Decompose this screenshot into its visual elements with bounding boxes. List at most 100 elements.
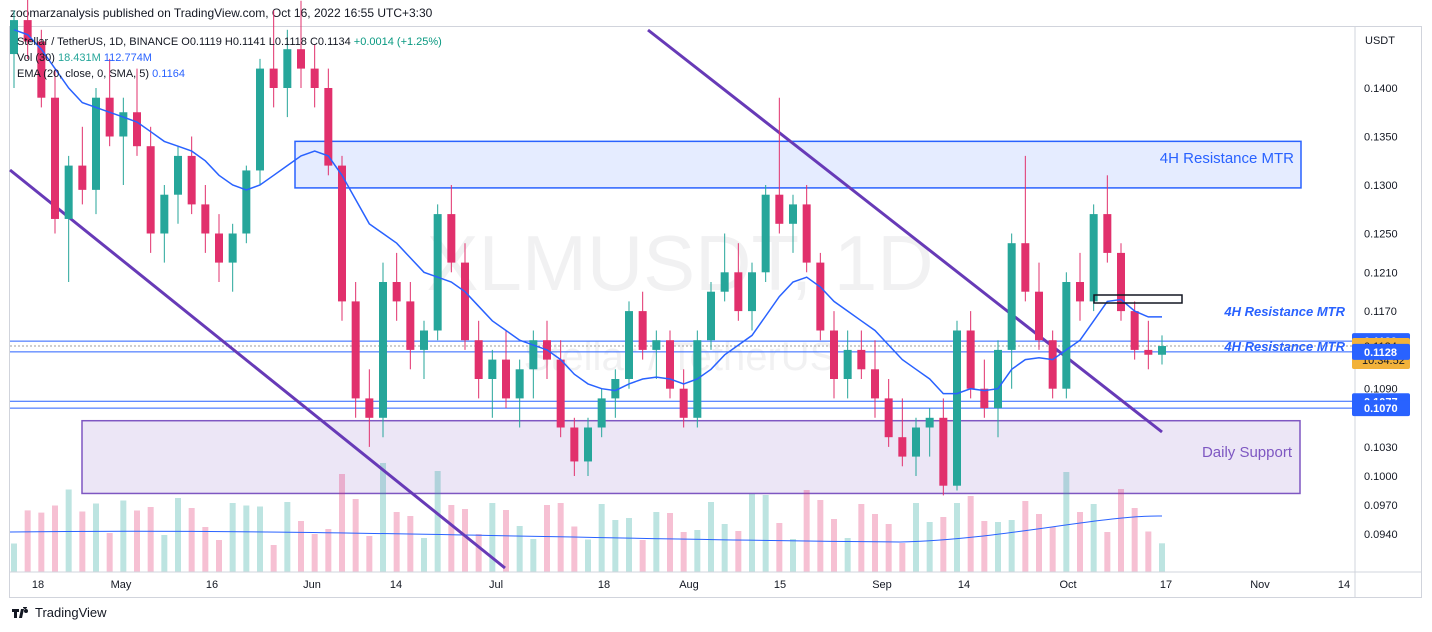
- volume-bar: [1118, 489, 1124, 572]
- candle-body: [666, 340, 674, 389]
- candle-body: [37, 41, 46, 98]
- candle-body: [857, 349, 866, 370]
- footer-brand[interactable]: TradingView: [11, 605, 107, 620]
- volume-bar: [626, 518, 632, 572]
- candle-body: [256, 68, 264, 171]
- candle-body: [707, 291, 715, 341]
- candle-body: [406, 301, 415, 350]
- volume-bar: [749, 494, 755, 572]
- candle-body: [474, 340, 483, 379]
- candle-body: [324, 88, 333, 166]
- annotation-resistance-level-2: 4H Resistance MTR: [1223, 339, 1345, 354]
- ema-line: [13, 29, 1162, 395]
- volume-bar: [585, 539, 591, 572]
- volume-bar: [1159, 543, 1165, 572]
- volume-bar: [120, 500, 127, 572]
- candle-body: [228, 233, 237, 263]
- volume-bar: [995, 522, 1001, 572]
- volume-bar: [243, 505, 250, 572]
- level-price-label: 0.1128: [1364, 347, 1397, 359]
- volume-bar: [762, 495, 769, 572]
- price-tick: 0.0970: [1364, 500, 1398, 512]
- volume-bar: [571, 526, 578, 572]
- candle-body: [584, 427, 592, 462]
- candle-body: [830, 330, 838, 379]
- candle-body: [775, 194, 784, 224]
- volume-bar: [708, 502, 714, 572]
- candle-body: [1089, 214, 1098, 302]
- volume-bar: [175, 498, 181, 572]
- candle-body: [461, 262, 469, 341]
- ema-value: 0.1164: [152, 68, 185, 80]
- time-tick: Jul: [489, 579, 503, 591]
- volume-bar: [885, 524, 892, 572]
- volume-bar: [940, 517, 947, 572]
- volume-bar: [489, 503, 496, 572]
- currency-label: USDT: [1365, 35, 1395, 47]
- volume-bar: [735, 531, 742, 572]
- candle-body: [1007, 243, 1016, 350]
- chart-frame: [9, 26, 1422, 598]
- watermark-name: Stellar / TetherUS: [524, 335, 837, 379]
- volume-bar: [106, 533, 113, 572]
- volume-bar: [93, 503, 99, 572]
- trendline-lower[interactable]: [9, 168, 506, 570]
- price-tick: 0.1090: [1364, 384, 1398, 396]
- volume-ma-line: [9, 515, 1163, 543]
- volume-bar: [667, 513, 673, 572]
- candle-body: [611, 379, 620, 399]
- candle-body: [925, 417, 934, 428]
- price-tick: 0.0940: [1364, 529, 1398, 541]
- volume-bar: [216, 540, 222, 572]
- candle-body: [1103, 214, 1112, 253]
- time-tick: 14: [1338, 579, 1350, 591]
- time-tick: Jun: [303, 579, 321, 591]
- candle-body: [761, 194, 770, 273]
- candle-body: [734, 272, 743, 312]
- volume-bar: [1063, 472, 1070, 572]
- ema-label: EMA (20, close, 0, SMA, 5): [17, 68, 150, 80]
- volume-bar: [516, 526, 523, 572]
- volume-bar: [188, 508, 195, 572]
- price-tick: 0.1030: [1364, 442, 1398, 454]
- price-tick: 0.1300: [1364, 180, 1398, 192]
- volume-bar: [721, 524, 728, 572]
- volume-bar: [325, 529, 332, 572]
- high-value: 0.1141: [232, 36, 266, 48]
- low-label: L: [268, 36, 275, 48]
- candle-body: [980, 388, 989, 409]
- volume-bar: [694, 530, 701, 572]
- volume-bar: [981, 521, 988, 572]
- volume-bar: [475, 534, 482, 572]
- volume-bar: [680, 532, 687, 572]
- volume-bar: [257, 506, 263, 572]
- candle-body: [133, 112, 141, 147]
- highlight-box[interactable]: [1093, 294, 1183, 304]
- volume-bar: [844, 538, 851, 572]
- volume-bar: [776, 523, 783, 572]
- trendline-upper[interactable]: [647, 28, 1163, 434]
- volume-bar: [380, 463, 386, 572]
- candle-body: [1130, 311, 1139, 350]
- time-tick: 17: [1160, 579, 1172, 591]
- volume-bar: [462, 509, 468, 572]
- support-zone[interactable]: [81, 419, 1301, 495]
- candle-body: [994, 349, 1002, 409]
- volume-bar: [311, 534, 318, 572]
- volume-bar: [421, 538, 427, 572]
- volume-bar: [202, 527, 209, 572]
- candle-body: [105, 97, 114, 137]
- candle-body: [23, 20, 32, 42]
- time-tick: 16: [206, 579, 218, 591]
- candle-body: [939, 417, 948, 486]
- volume-bar: [954, 503, 960, 572]
- candle-body: [1035, 291, 1043, 341]
- footer-brand-label: TradingView: [35, 605, 107, 620]
- volume-bar: [926, 522, 933, 572]
- price-tick: 0.1400: [1364, 83, 1398, 95]
- volume-bar: [967, 496, 974, 572]
- change-value: +0.0014 (+1.25%): [353, 36, 442, 48]
- volume-bar: [790, 539, 796, 572]
- candle-body: [515, 369, 524, 399]
